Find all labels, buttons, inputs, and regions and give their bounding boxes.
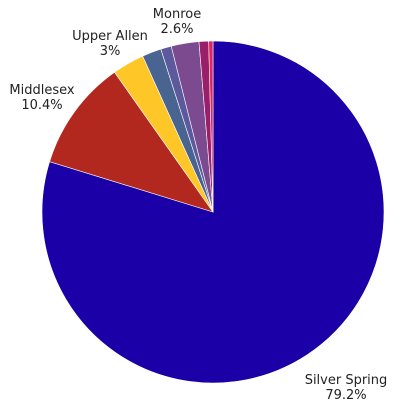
slice-label-name: Upper Allen	[72, 29, 148, 44]
pie-slice-middlesex	[49, 71, 214, 213]
slice-label-name: Monroe	[153, 7, 201, 22]
pie-slice-unlabeled-7	[208, 40, 214, 213]
slice-label-value: 79.2%	[325, 388, 366, 403]
slice-label-value: 3%	[100, 44, 121, 59]
slice-label-value: 10.4%	[21, 98, 62, 113]
slice-label-value: 2.6%	[160, 22, 193, 37]
slice-label-name: Silver Spring	[305, 373, 388, 388]
slice-label-name: Middlesex	[9, 83, 74, 98]
pie-slices	[41, 40, 385, 384]
